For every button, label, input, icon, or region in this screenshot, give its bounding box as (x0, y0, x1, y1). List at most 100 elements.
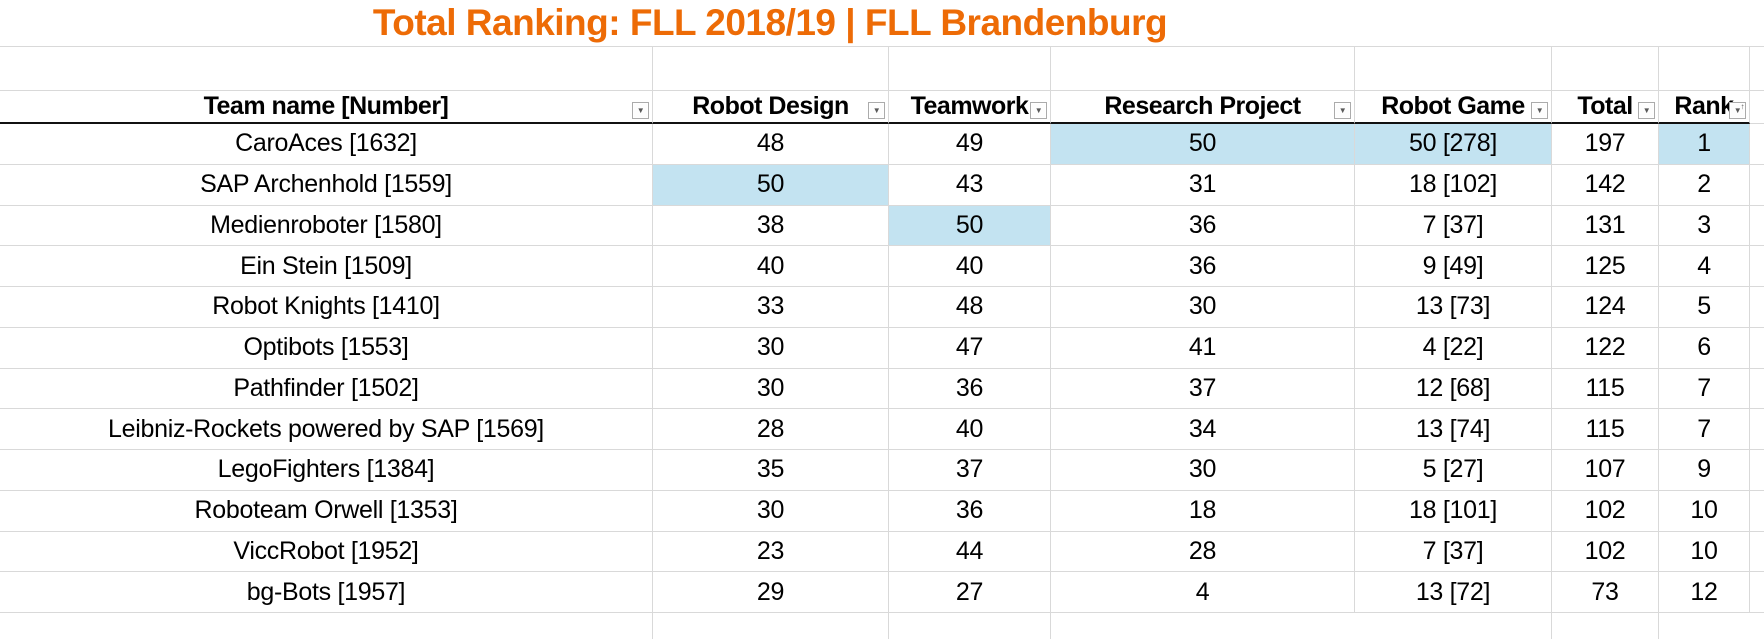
cell-robot-game[interactable]: 13 [72] (1355, 572, 1552, 613)
cell-robot-game[interactable]: 7 [37] (1355, 531, 1552, 573)
column-header-rank[interactable]: Rank ▼ ↑ (1659, 91, 1750, 124)
cell-robot-design[interactable]: 40 (653, 246, 889, 287)
cell-robot-design[interactable]: 28 (653, 409, 889, 450)
cell-team[interactable]: Roboteam Orwell [1353] (0, 490, 653, 532)
cell-team[interactable]: CaroAces [1632] (0, 124, 653, 165)
cell-robot-game[interactable]: 18 [102] (1355, 164, 1552, 206)
cell-robot-design[interactable]: 29 (653, 572, 889, 613)
cell-robot-game[interactable]: 5 [27] (1355, 450, 1552, 491)
cell-total[interactable]: 122 (1552, 327, 1659, 369)
cell-robot-game[interactable]: 9 [49] (1355, 246, 1552, 287)
cell-teamwork[interactable]: 27 (889, 572, 1051, 613)
cell-rank[interactable]: 3 (1659, 205, 1750, 247)
cell-robot-design[interactable]: 30 (653, 490, 889, 532)
empty-cell[interactable] (653, 613, 889, 639)
filter-dropdown-sorted-icon[interactable]: ▼ ↑ (1729, 102, 1746, 119)
cell-teamwork[interactable]: 36 (889, 368, 1051, 410)
column-header-robot-game[interactable]: Robot Game ▼ (1355, 91, 1552, 124)
cell-total[interactable]: 115 (1552, 368, 1659, 410)
cell-total[interactable]: 124 (1552, 287, 1659, 328)
empty-cell[interactable] (1750, 369, 1764, 410)
empty-cell[interactable] (1552, 47, 1659, 90)
empty-cell[interactable] (1750, 165, 1764, 206)
empty-cell[interactable] (1750, 246, 1764, 287)
cell-total[interactable]: 131 (1552, 205, 1659, 247)
cell-rank[interactable]: 9 (1659, 450, 1750, 491)
cell-teamwork[interactable]: 48 (889, 287, 1051, 328)
cell-robot-game[interactable]: 7 [37] (1355, 205, 1552, 247)
empty-cell[interactable] (1750, 409, 1764, 450)
cell-research-project[interactable]: 18 (1051, 490, 1355, 532)
cell-robot-design[interactable]: 50 (653, 164, 889, 206)
filter-dropdown-icon[interactable]: ▼ (868, 102, 885, 119)
empty-cell[interactable] (653, 47, 889, 90)
cell-research-project[interactable]: 50 (1051, 124, 1355, 165)
empty-cell[interactable] (0, 613, 653, 639)
filter-dropdown-icon[interactable]: ▼ (1334, 102, 1351, 119)
cell-research-project[interactable]: 30 (1051, 287, 1355, 328)
empty-cell[interactable] (889, 613, 1051, 639)
cell-team[interactable]: bg-Bots [1957] (0, 572, 653, 613)
cell-teamwork[interactable]: 50 (889, 205, 1051, 247)
cell-research-project[interactable]: 31 (1051, 164, 1355, 206)
cell-research-project[interactable]: 34 (1051, 409, 1355, 450)
empty-cell[interactable] (1750, 328, 1764, 369)
cell-research-project[interactable]: 36 (1051, 205, 1355, 247)
cell-robot-game[interactable]: 13 [74] (1355, 409, 1552, 450)
cell-robot-game[interactable]: 4 [22] (1355, 327, 1552, 369)
cell-rank[interactable]: 1 (1659, 124, 1750, 165)
empty-cell[interactable] (1051, 613, 1552, 639)
cell-rank[interactable]: 6 (1659, 327, 1750, 369)
cell-research-project[interactable]: 30 (1051, 450, 1355, 491)
cell-team[interactable]: Pathfinder [1502] (0, 368, 653, 410)
cell-total[interactable]: 115 (1552, 409, 1659, 450)
cell-robot-game[interactable]: 50 [278] (1355, 124, 1552, 165)
cell-team[interactable]: Ein Stein [1509] (0, 246, 653, 287)
filter-dropdown-icon[interactable]: ▼ (1531, 102, 1548, 119)
cell-team[interactable]: Medienroboter [1580] (0, 205, 653, 247)
cell-rank[interactable]: 5 (1659, 287, 1750, 328)
empty-cell[interactable] (1750, 450, 1764, 491)
cell-robot-game[interactable]: 13 [73] (1355, 287, 1552, 328)
cell-research-project[interactable]: 41 (1051, 327, 1355, 369)
empty-cell[interactable] (1750, 287, 1764, 328)
cell-teamwork[interactable]: 37 (889, 450, 1051, 491)
filter-dropdown-icon[interactable]: ▼ (632, 102, 649, 119)
column-header-research-project[interactable]: Research Project ▼ (1051, 91, 1355, 124)
cell-robot-design[interactable]: 30 (653, 368, 889, 410)
cell-teamwork[interactable]: 47 (889, 327, 1051, 369)
cell-teamwork[interactable]: 49 (889, 124, 1051, 165)
cell-research-project[interactable]: 36 (1051, 246, 1355, 287)
column-header-team[interactable]: Team name [Number] ▼ (0, 91, 653, 124)
cell-rank[interactable]: 2 (1659, 164, 1750, 206)
empty-cell[interactable] (1750, 532, 1764, 573)
cell-teamwork[interactable]: 43 (889, 164, 1051, 206)
cell-robot-design[interactable]: 35 (653, 450, 889, 491)
cell-robot-design[interactable]: 33 (653, 287, 889, 328)
cell-teamwork[interactable]: 40 (889, 409, 1051, 450)
cell-total[interactable]: 102 (1552, 531, 1659, 573)
empty-cell[interactable] (1355, 47, 1552, 90)
cell-research-project[interactable]: 37 (1051, 368, 1355, 410)
cell-rank[interactable]: 4 (1659, 246, 1750, 287)
cell-rank[interactable]: 10 (1659, 531, 1750, 573)
cell-robot-design[interactable]: 38 (653, 205, 889, 247)
cell-team[interactable]: SAP Archenhold [1559] (0, 164, 653, 206)
cell-research-project[interactable]: 4 (1051, 572, 1355, 613)
cell-robot-design[interactable]: 48 (653, 124, 889, 165)
cell-robot-design[interactable]: 30 (653, 327, 889, 369)
cell-rank[interactable]: 10 (1659, 490, 1750, 532)
empty-cell[interactable] (1051, 47, 1355, 90)
cell-robot-game[interactable]: 18 [101] (1355, 490, 1552, 532)
cell-teamwork[interactable]: 36 (889, 490, 1051, 532)
column-header-total[interactable]: Total ▼ (1552, 91, 1659, 124)
cell-total[interactable]: 107 (1552, 450, 1659, 491)
column-header-teamwork[interactable]: Teamwork ▼ (889, 91, 1051, 124)
empty-cell[interactable] (0, 47, 653, 90)
cell-team[interactable]: ViccRobot [1952] (0, 531, 653, 573)
empty-cell[interactable] (1750, 124, 1764, 165)
cell-rank[interactable]: 7 (1659, 368, 1750, 410)
empty-cell[interactable] (1552, 613, 1659, 639)
cell-total[interactable]: 142 (1552, 164, 1659, 206)
cell-total[interactable]: 125 (1552, 246, 1659, 287)
